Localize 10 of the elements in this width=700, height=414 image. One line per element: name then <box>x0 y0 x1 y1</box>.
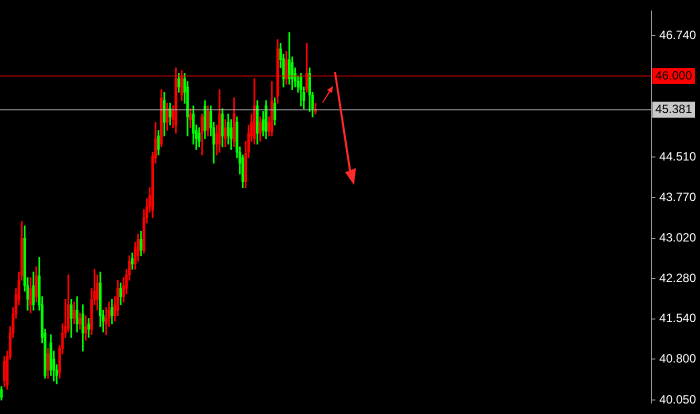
y-tick-label: 43.020 <box>659 230 696 245</box>
y-tick-label: 40.050 <box>659 392 696 406</box>
y-tick-label: 40.800 <box>659 352 696 366</box>
y-tick-label: 46.740 <box>659 28 696 42</box>
y-tick-label: 41.540 <box>659 311 696 326</box>
ref-line-label: 46.000 <box>655 68 692 82</box>
y-tick-label: 44.510 <box>659 149 696 164</box>
y-tick-label: 43.770 <box>659 190 696 204</box>
y-tick-label: 42.280 <box>659 270 696 285</box>
ref-line-label: 45.381 <box>655 102 692 116</box>
